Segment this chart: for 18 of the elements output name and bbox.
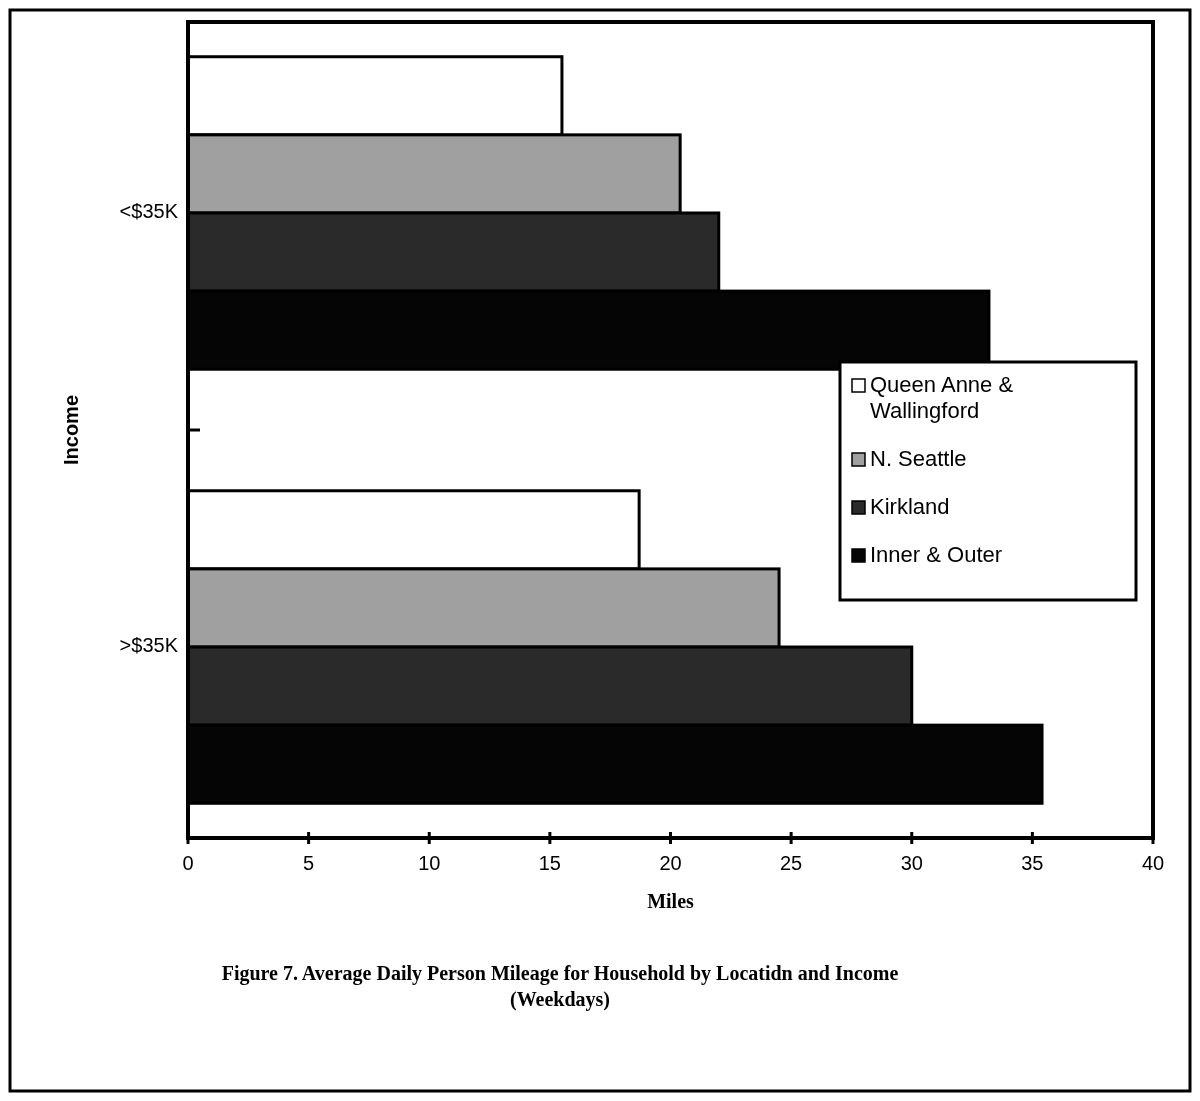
legend-label: Inner & Outer bbox=[870, 542, 1003, 567]
x-tick-label: 25 bbox=[780, 852, 803, 874]
x-tick-label: 0 bbox=[182, 852, 194, 874]
x-tick-label: 10 bbox=[418, 852, 441, 874]
legend-label: Kirkland bbox=[870, 494, 950, 519]
x-tick-label: 40 bbox=[1141, 852, 1165, 874]
legend-label: N. Seattle bbox=[870, 446, 967, 471]
text: Figure 7. Average Daily Person Mileage for Household by Locatidn and Income (Weekdays) bbox=[221, 962, 899, 1011]
x-tick-label: 30 bbox=[900, 852, 923, 874]
y-axis-title: Income bbox=[60, 394, 82, 466]
y-tick-label: >$35K bbox=[119, 634, 179, 657]
x-tick-label: 15 bbox=[538, 852, 561, 874]
y-tick-label: <$35K bbox=[119, 200, 179, 223]
x-tick-label: 5 bbox=[303, 852, 315, 874]
x-tick-label: 35 bbox=[1021, 852, 1044, 874]
legend-label: Queen Anne & Wallingford bbox=[870, 372, 1014, 423]
x-tick-label: 20 bbox=[659, 852, 682, 874]
x-axis-title: Miles bbox=[647, 890, 695, 912]
